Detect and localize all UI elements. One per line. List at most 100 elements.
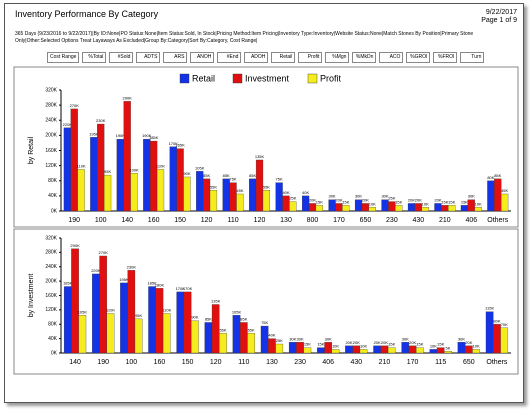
value-label: 10K	[360, 343, 367, 348]
value-label: 30K	[468, 194, 475, 199]
column-header: #End	[217, 52, 242, 63]
y-tick-label: 0K	[51, 208, 58, 214]
date: 9/22/2017	[485, 9, 517, 16]
x-tick-label: 650	[463, 359, 475, 366]
value-label: 20K	[353, 340, 360, 345]
bar	[134, 318, 143, 354]
y-tick-label: 240K	[45, 118, 57, 124]
value-label: 135K	[211, 299, 221, 304]
bar	[474, 207, 482, 212]
value-label: 110K	[106, 308, 115, 313]
bar	[487, 180, 495, 212]
value-label: 15K	[448, 199, 455, 204]
value-label: 195K	[119, 277, 129, 282]
y-tick-label: 320K	[45, 235, 57, 241]
value-label: 195K	[89, 131, 99, 136]
value-label: 5K	[446, 345, 451, 350]
y-tick-label: 200K	[45, 278, 57, 284]
bar	[387, 347, 396, 354]
bar	[247, 333, 255, 354]
column-header: ACO	[379, 52, 404, 63]
value-label: 15K	[441, 199, 448, 204]
bar	[176, 291, 185, 354]
x-tick-label: 230	[294, 359, 306, 366]
column-header: Profit	[298, 52, 323, 63]
y-tick-label: 80K	[48, 178, 58, 184]
x-tick-label: 170	[333, 217, 345, 224]
legend-swatch	[179, 73, 190, 84]
value-label: 85K	[249, 173, 256, 178]
y-tick-label: 120K	[45, 307, 57, 313]
column-header: %Mgn	[325, 52, 350, 63]
x-tick-label: 110	[227, 217, 238, 224]
bar	[485, 311, 494, 354]
bar	[500, 327, 509, 354]
bar	[407, 203, 416, 212]
y-tick-label: 200K	[45, 133, 57, 139]
legend-swatch	[232, 73, 243, 84]
bar	[421, 207, 429, 212]
y-tick-label: 40K	[48, 336, 58, 342]
value-label: 135K	[255, 154, 265, 159]
value-label: 45K	[501, 188, 508, 193]
value-label: 15K	[388, 342, 395, 347]
value-label: 15K	[304, 342, 311, 347]
bar	[255, 159, 264, 212]
value-label: 165K	[175, 143, 185, 148]
value-label: 30K	[297, 336, 304, 341]
value-label: 90K	[191, 315, 198, 320]
value-label: 20K	[408, 198, 415, 203]
bar	[209, 190, 218, 212]
x-tick-label: 210	[379, 359, 391, 366]
value-label: 185K	[149, 135, 159, 140]
bar	[116, 139, 124, 212]
value-label: 230K	[96, 118, 106, 123]
bar	[249, 178, 257, 212]
bar	[380, 345, 389, 354]
value-label: 10K	[332, 343, 339, 348]
x-tick-label: 120	[201, 217, 213, 224]
bar	[342, 205, 350, 212]
value-label: 270K	[70, 103, 80, 108]
legend-label: Investment	[245, 73, 290, 83]
value-label: 15K	[437, 342, 444, 347]
value-label: 95K	[104, 169, 111, 174]
x-tick-label: 140	[69, 359, 81, 366]
bar	[465, 345, 473, 354]
bar	[63, 286, 72, 354]
x-tick-label: 170	[407, 359, 419, 366]
value-label: 85K	[203, 173, 210, 178]
bar	[130, 173, 138, 212]
value-label: 20K	[381, 340, 388, 345]
value-label: 80K	[493, 318, 500, 323]
charts: by Retail 0K 40K 80K 120K 160K 200K 240K 280K 320…	[13, 66, 519, 375]
value-label: 15K	[342, 199, 349, 204]
x-tick-label: 190	[97, 359, 109, 366]
bar	[229, 182, 237, 212]
column-header: ADOH	[244, 52, 269, 63]
bar	[434, 203, 442, 212]
bar	[71, 248, 79, 354]
value-label: 190K	[142, 133, 152, 138]
bar	[63, 127, 71, 212]
value-label: 105K	[232, 309, 242, 314]
bar	[204, 322, 213, 354]
bar	[150, 140, 158, 212]
bar	[345, 345, 353, 354]
value-label: 170K	[176, 286, 186, 291]
x-tick-label: 130	[280, 217, 292, 224]
bar	[106, 313, 115, 354]
x-tick-label: Others	[487, 217, 509, 224]
legend-label: Profit	[320, 73, 342, 83]
value-label: 30K	[402, 336, 409, 341]
value-label: 85K	[240, 317, 247, 322]
bar	[260, 325, 269, 354]
bar	[401, 342, 410, 354]
bar	[97, 123, 105, 212]
bar	[408, 345, 417, 354]
value-label: 10K	[430, 343, 437, 348]
bar	[176, 148, 184, 212]
bar	[155, 288, 164, 354]
column-header: Cost Range	[47, 52, 80, 63]
x-tick-label: 430	[413, 217, 425, 224]
